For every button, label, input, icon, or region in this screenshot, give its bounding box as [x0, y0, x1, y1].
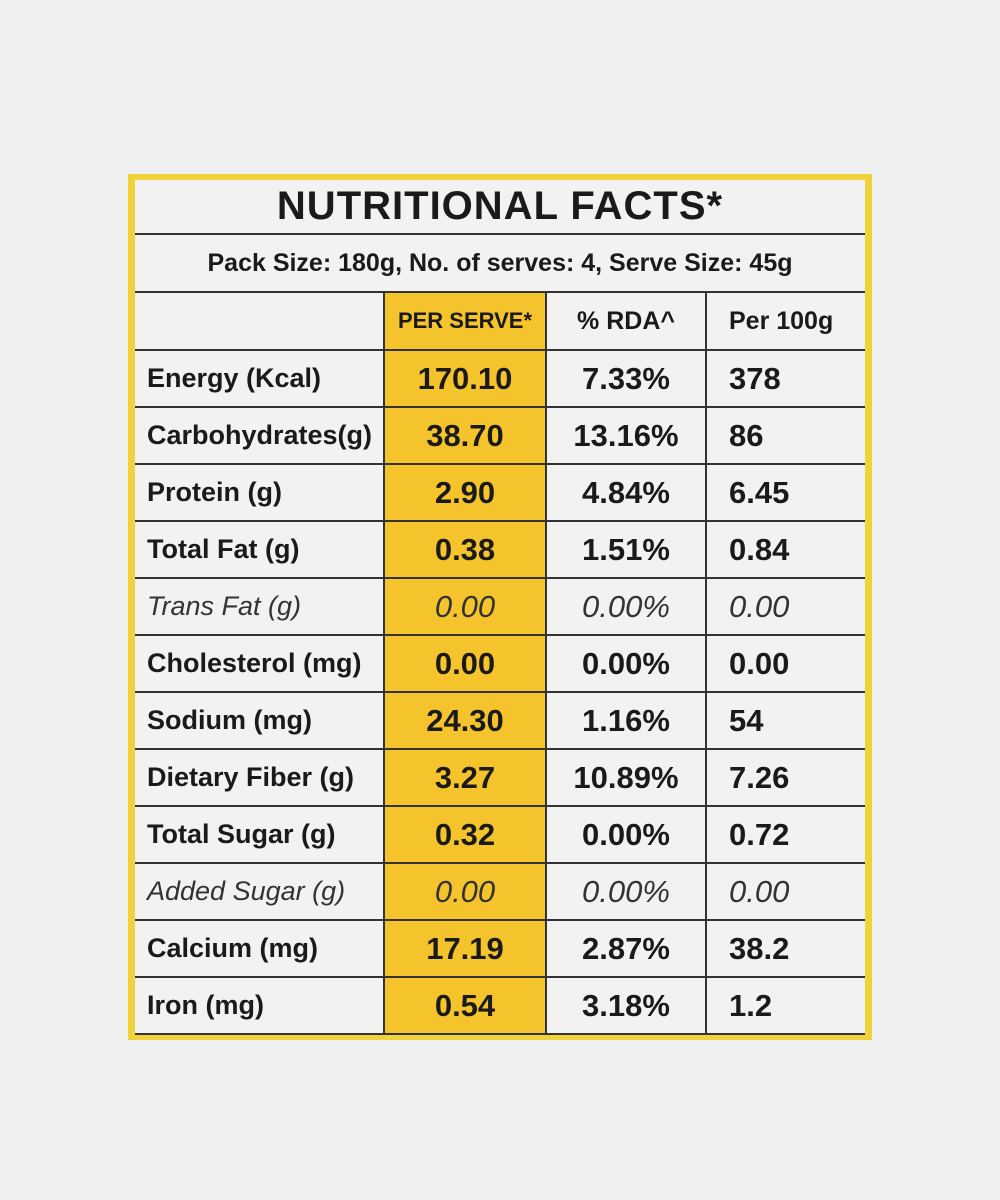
- nutrient-row: Cholesterol (mg) 0.00 0.00% 0.00: [135, 636, 865, 693]
- rda-value: 7.33%: [547, 351, 707, 406]
- per-serve-value: 38.70: [385, 408, 547, 463]
- nutrition-label: NUTRITIONAL FACTS* Pack Size: 180g, No. …: [135, 180, 865, 1035]
- rda-value: 1.16%: [547, 693, 707, 748]
- nutrient-label: Total Sugar (g): [135, 807, 385, 862]
- subtitle-row: Pack Size: 180g, No. of serves: 4, Serve…: [135, 235, 865, 293]
- per-serve-value: 0.00: [385, 636, 547, 691]
- nutrient-label: Trans Fat (g): [135, 579, 385, 634]
- per-serve-value: 0.00: [385, 864, 547, 919]
- nutrient-row: Added Sugar (g) 0.00 0.00% 0.00: [135, 864, 865, 921]
- per-100g-value: 7.26: [729, 759, 790, 795]
- header-row: PER SERVE* % RDA^ Per 100g: [135, 293, 865, 351]
- per-serve-value: 17.19: [385, 921, 547, 976]
- nutrient-label: Carbohydrates(g): [135, 408, 385, 463]
- nutrient-row: Total Sugar (g) 0.32 0.00% 0.72: [135, 807, 865, 864]
- column-header: Per 100g: [729, 306, 834, 335]
- per-serve-value: 24.30: [385, 693, 547, 748]
- nutrient-row: Dietary Fiber (g) 3.27 10.89% 7.26: [135, 750, 865, 807]
- rda-value: 0.00%: [547, 579, 707, 634]
- rda-value: 0.00%: [547, 864, 707, 919]
- rda-value: 0.00%: [547, 636, 707, 691]
- nutrient-label: Dietary Fiber (g): [135, 750, 385, 805]
- column-header: PER SERVE*: [385, 293, 547, 349]
- per-100g-value: 0.72: [729, 816, 790, 852]
- nutrient-label: Total Fat (g): [135, 522, 385, 577]
- per-100g-value: 0.00: [729, 645, 790, 681]
- nutrient-label: Iron (mg): [135, 978, 385, 1033]
- rda-value: 3.18%: [547, 978, 707, 1033]
- nutrient-row: Total Fat (g) 0.38 1.51% 0.84: [135, 522, 865, 579]
- nutrient-row: Energy (Kcal) 170.10 7.33% 378: [135, 351, 865, 408]
- per-100g-value: 0.00: [729, 873, 790, 909]
- subtitle: Pack Size: 180g, No. of serves: 4, Serve…: [207, 248, 793, 277]
- title-row: NUTRITIONAL FACTS*: [135, 180, 865, 235]
- nutrient-label: Energy (Kcal): [135, 351, 385, 406]
- nutrient-row: Iron (mg) 0.54 3.18% 1.2: [135, 978, 865, 1035]
- nutrient-label: Calcium (mg): [135, 921, 385, 976]
- corner-cell: [135, 293, 385, 349]
- per-100g-value: 0.84: [729, 531, 790, 567]
- rda-value: 1.51%: [547, 522, 707, 577]
- per-100g-value: 86: [729, 417, 764, 453]
- nutrient-label: Added Sugar (g): [135, 864, 385, 919]
- nutrient-row: Protein (g) 2.90 4.84% 6.45: [135, 465, 865, 522]
- rda-value: 2.87%: [547, 921, 707, 976]
- per-serve-value: 2.90: [385, 465, 547, 520]
- nutrient-label: Protein (g): [135, 465, 385, 520]
- rda-value: 13.16%: [547, 408, 707, 463]
- per-100g-value: 0.00: [729, 588, 790, 624]
- nutrient-row: Trans Fat (g) 0.00 0.00% 0.00: [135, 579, 865, 636]
- rda-value: 4.84%: [547, 465, 707, 520]
- table-body: Energy (Kcal) 170.10 7.33% 378 Carbohydrates…: [135, 351, 865, 1035]
- per-100g-value: 378: [729, 360, 781, 396]
- title: NUTRITIONAL FACTS*: [276, 184, 724, 228]
- per-serve-value: 3.27: [385, 750, 547, 805]
- nutrient-row: Sodium (mg) 24.30 1.16% 54: [135, 693, 865, 750]
- rda-value: 10.89%: [547, 750, 707, 805]
- per-100g-value: 38.2: [729, 930, 790, 966]
- nutrient-label: Cholesterol (mg): [135, 636, 385, 691]
- nutrient-label: Sodium (mg): [135, 693, 385, 748]
- nutrient-row: Calcium (mg) 17.19 2.87% 38.2: [135, 921, 865, 978]
- nutrient-row: Carbohydrates(g) 38.70 13.16% 86: [135, 408, 865, 465]
- column-header: % RDA^: [547, 293, 707, 349]
- per-serve-value: 0.54: [385, 978, 547, 1033]
- per-100g-value: 1.2: [729, 987, 773, 1023]
- per-serve-value: 0.00: [385, 579, 547, 634]
- per-serve-value: 170.10: [385, 351, 547, 406]
- per-serve-value: 0.32: [385, 807, 547, 862]
- rda-value: 0.00%: [547, 807, 707, 862]
- per-100g-value: 6.45: [729, 474, 790, 510]
- per-100g-value: 54: [729, 702, 764, 738]
- per-serve-value: 0.38: [385, 522, 547, 577]
